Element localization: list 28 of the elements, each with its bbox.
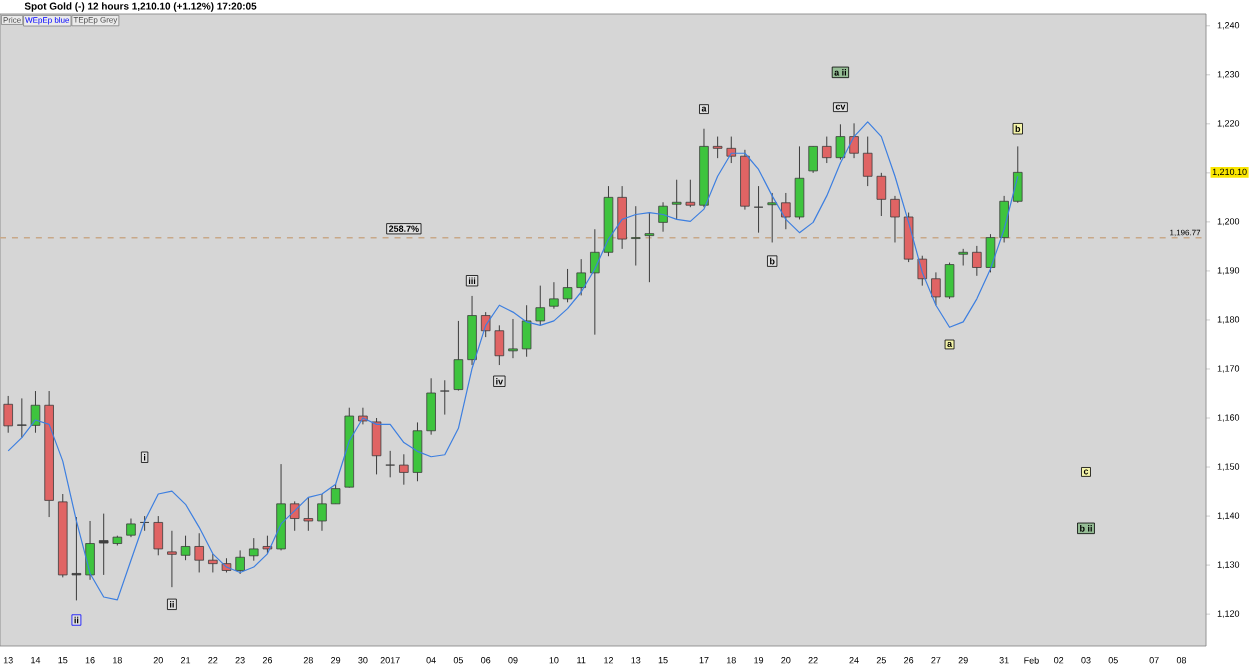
candlestick	[890, 195, 900, 243]
candlestick	[767, 192, 777, 243]
candlestick	[549, 281, 559, 310]
candlestick	[317, 493, 327, 532]
candlestick	[617, 185, 627, 250]
candlestick	[126, 518, 136, 538]
candlestick	[235, 549, 245, 575]
candlestick	[631, 205, 641, 267]
candlestick	[385, 450, 395, 478]
candlestick	[644, 212, 655, 283]
candlestick	[931, 271, 941, 306]
candlestick	[330, 483, 341, 505]
candlestick	[658, 201, 668, 233]
candlestick	[153, 515, 164, 556]
candlestick	[944, 262, 955, 300]
candlestick	[276, 463, 286, 551]
candlestick	[453, 320, 464, 392]
candlestick	[371, 417, 382, 475]
candlestick	[440, 379, 450, 416]
candlestick	[849, 122, 859, 159]
candlestick	[3, 395, 13, 434]
candlestick	[1013, 145, 1023, 204]
candlestick	[508, 318, 518, 359]
candlestick	[808, 145, 818, 174]
candlestick	[167, 530, 177, 588]
candlestick	[426, 377, 436, 436]
candlestick	[85, 520, 95, 581]
candlestick	[467, 295, 477, 366]
